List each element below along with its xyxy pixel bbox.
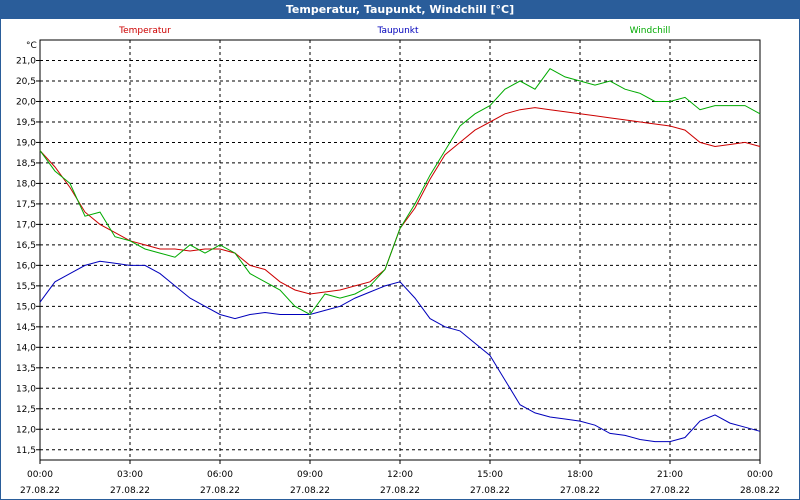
y-tick-label: 16,5 [16, 241, 36, 251]
y-tick-label: 19,0 [16, 138, 36, 148]
x-axis-ticks: 00:00 27.08.22 03:00 27.08.22 06:00 27.08.22 0… [20, 460, 780, 496]
legend-taupunkt: Taupunkt [376, 26, 419, 36]
y-tick-label: 11,5 [16, 446, 36, 456]
y-tick-label: 15,0 [16, 302, 36, 312]
x-tick-date: 27.08.22 [290, 486, 330, 496]
x-tick-time: 15:00 [477, 470, 503, 480]
y-tick-label: 15,5 [16, 282, 36, 292]
x-tick-date: 27.08.22 [560, 486, 600, 496]
chart-title: Temperatur, Taupunkt, Windchill [°C] [285, 3, 515, 16]
y-axis-label: °C [26, 41, 37, 51]
y-tick-label: 16,0 [16, 261, 36, 271]
x-tick-time: 21:00 [657, 470, 683, 480]
x-tick-date: 27.08.22 [470, 486, 510, 496]
y-tick-label: 17,0 [16, 220, 36, 230]
x-tick-time: 03:00 [117, 470, 143, 480]
x-tick-time: 00:00 [747, 470, 773, 480]
x-tick-time: 09:00 [297, 470, 323, 480]
x-tick-date: 27.08.22 [20, 486, 60, 496]
x-tick-time: 06:00 [207, 470, 233, 480]
legend: Temperatur Taupunkt Windchill [118, 26, 670, 36]
y-tick-label: 19,5 [16, 118, 36, 128]
y-axis-ticks: 11,5 12,0 12,5 13,0 13,5 14,0 14,5 15,0 15,5 16,0… [16, 56, 40, 456]
legend-windchill: Windchill [630, 26, 671, 36]
y-tick-label: 14,5 [16, 323, 36, 333]
y-tick-label: 13,0 [16, 384, 36, 394]
y-tick-label: 12,5 [16, 405, 36, 415]
x-tick-date: 27.08.22 [110, 486, 150, 496]
series-line-windchill [39, 68, 761, 316]
y-tick-label: 12,0 [16, 425, 36, 435]
y-tick-label: 20,5 [16, 77, 36, 87]
title-bar: Temperatur, Taupunkt, Windchill [°C] [1, 1, 799, 19]
y-tick-label: 17,5 [16, 200, 36, 210]
x-tick-time: 12:00 [387, 470, 413, 480]
y-tick-label: 18,5 [16, 159, 36, 169]
x-tick-time: 00:00 [27, 470, 53, 480]
series-lines [39, 68, 761, 443]
x-tick-date: 27.08.22 [200, 486, 240, 496]
x-tick-date: 27.08.22 [380, 486, 420, 496]
x-tick-date: 28.08.22 [740, 486, 780, 496]
x-tick-time: 18:00 [567, 470, 593, 480]
legend-temperatur: Temperatur [118, 26, 171, 36]
y-tick-label: 20,0 [16, 97, 36, 107]
y-tick-label: 21,0 [16, 56, 36, 66]
y-tick-label: 14,0 [16, 343, 36, 353]
x-tick-date: 27.08.22 [650, 486, 690, 496]
y-tick-label: 18,0 [16, 179, 36, 189]
series-line-taupunkt [39, 260, 761, 443]
y-tick-label: 13,5 [16, 364, 36, 374]
